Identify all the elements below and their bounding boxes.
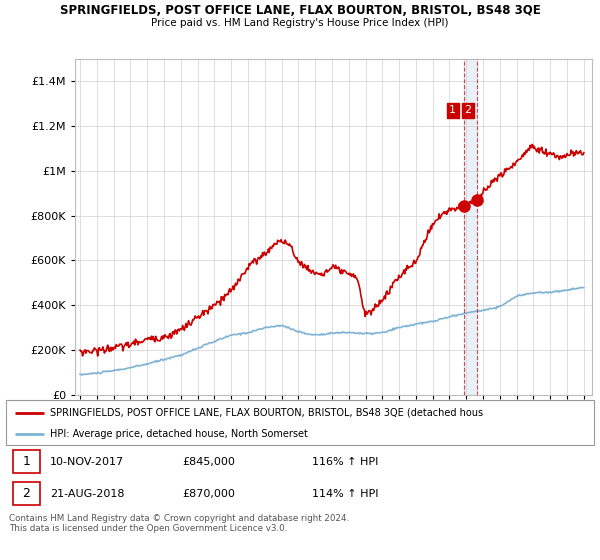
Text: £870,000: £870,000	[182, 488, 235, 498]
Text: 1: 1	[22, 455, 30, 468]
FancyBboxPatch shape	[6, 400, 594, 445]
Text: 10-NOV-2017: 10-NOV-2017	[50, 456, 124, 466]
Text: 21-AUG-2018: 21-AUG-2018	[50, 488, 125, 498]
Text: £845,000: £845,000	[182, 456, 235, 466]
Text: 116% ↑ HPI: 116% ↑ HPI	[312, 456, 378, 466]
Text: 114% ↑ HPI: 114% ↑ HPI	[312, 488, 378, 498]
Text: SPRINGFIELDS, POST OFFICE LANE, FLAX BOURTON, BRISTOL, BS48 3QE (detached hous: SPRINGFIELDS, POST OFFICE LANE, FLAX BOU…	[50, 408, 483, 418]
Bar	[464, 59, 477, 395]
Text: Contains HM Land Registry data © Crown copyright and database right 2024.
This d: Contains HM Land Registry data © Crown c…	[9, 514, 349, 533]
Text: 2: 2	[464, 105, 472, 115]
Text: SPRINGFIELDS, POST OFFICE LANE, FLAX BOURTON, BRISTOL, BS48 3QE: SPRINGFIELDS, POST OFFICE LANE, FLAX BOU…	[59, 4, 541, 17]
FancyBboxPatch shape	[13, 482, 40, 505]
Text: Price paid vs. HM Land Registry's House Price Index (HPI): Price paid vs. HM Land Registry's House …	[151, 18, 449, 28]
Text: 1: 1	[449, 105, 457, 115]
Text: 2: 2	[22, 487, 30, 500]
Text: HPI: Average price, detached house, North Somerset: HPI: Average price, detached house, Nort…	[50, 429, 308, 439]
FancyBboxPatch shape	[13, 450, 40, 473]
